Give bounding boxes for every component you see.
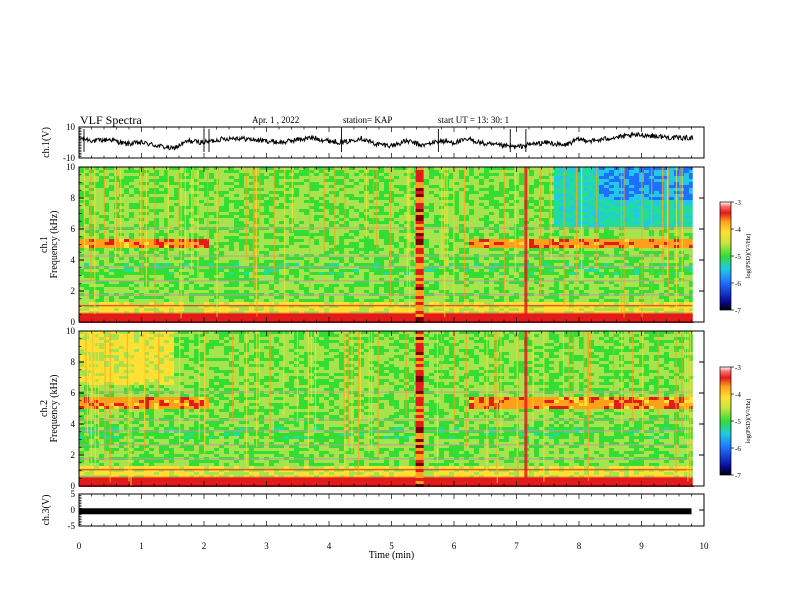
cbar1-tick-label: -7 <box>735 307 741 315</box>
xtick-label: 0 <box>77 541 82 551</box>
ch1-ytick-label: 10 <box>66 122 76 132</box>
spec1-ytick-label: 4 <box>71 255 76 265</box>
spec1-ytick-label: 2 <box>71 286 76 296</box>
xtick-label: 5 <box>389 541 394 551</box>
cbar1-tick-label: -4 <box>735 226 741 234</box>
ch1-spectrogram-panel: 10 8 6 4 2 0 ch.1 Frequency (kHz) <box>39 162 705 327</box>
cbar1-tick-label: -6 <box>735 280 741 288</box>
xtick-label: 8 <box>577 541 582 551</box>
xtick-label: 2 <box>202 541 207 551</box>
ch1-waveform-panel: 10 -10 ch.1(V) <box>41 122 705 163</box>
ch1-ylabel: ch.1(V) <box>41 127 52 158</box>
spec1-ylabel: Frequency (kHz) <box>49 210 60 278</box>
cbar1-label: log(PSD)(V²/Hz) <box>745 234 752 279</box>
ch1-ytick-label: -10 <box>63 153 75 163</box>
spec2-ytick-label: 2 <box>71 450 76 460</box>
cbar2-tick-label: -5 <box>735 418 741 426</box>
xtick-label: 1 <box>139 541 144 551</box>
xtick-label: 6 <box>452 541 457 551</box>
spec1-ytick-label: 0 <box>71 317 76 327</box>
ch3-ytick-label: -5 <box>68 521 76 531</box>
station-label: station= KAP <box>343 115 393 125</box>
ch1-waveform-line <box>78 131 694 151</box>
cbar2-gradient <box>719 366 732 476</box>
cbar2-tick-label: -4 <box>735 391 741 399</box>
cbar2-tick-label: -7 <box>735 472 741 480</box>
spec2-ytick-label: 6 <box>71 388 76 398</box>
spec1-ytick-label: 6 <box>71 224 76 234</box>
xtick-label: 4 <box>327 541 332 551</box>
chart-title: VLF Spectra <box>80 113 142 127</box>
spec2-ylabel: Frequency (kHz) <box>49 374 60 442</box>
ch2-colorbar: -3 -4 -5 -6 -7 log(PSD)(V²/Hz) <box>719 364 752 480</box>
ch1-colorbar: -3 -4 -5 -6 -7 log(PSD)(V²/Hz) <box>719 199 752 315</box>
time-axis: 0 1 2 3 4 5 6 7 8 9 10 Time (min) <box>77 541 709 561</box>
spec2-ytick-label: 4 <box>71 419 76 429</box>
x-axis-label: Time (min) <box>369 550 414 561</box>
xtick-label: 9 <box>639 541 644 551</box>
ch3-waveform-band <box>79 508 692 515</box>
cbar2-tick-label: -3 <box>735 364 741 372</box>
ch3-ytick-label: 5 <box>71 489 76 499</box>
spec1-ytick-label: 10 <box>66 162 76 172</box>
spec2-ytick-label: 0 <box>71 481 76 491</box>
cbar1-tick-label: -5 <box>735 253 741 261</box>
ch3-waveform-panel: 5 0 -5 ch.3(V) <box>41 489 705 531</box>
cbar1-tick-label: -3 <box>735 199 741 207</box>
ch3-ylabel: ch.3(V) <box>41 495 52 526</box>
spec2-ylabel-channel: ch.2 <box>39 400 50 417</box>
xtick-label: 3 <box>264 541 269 551</box>
cbar2-label: log(PSD)(V²/Hz) <box>745 399 752 444</box>
xtick-label: 10 <box>700 541 710 551</box>
ch3-ytick-label: 0 <box>71 505 76 515</box>
spec2-ytick-label: 10 <box>66 326 76 336</box>
xtick-label: 7 <box>514 541 519 551</box>
cbar1-gradient <box>719 201 732 311</box>
spec2-ytick-label: 8 <box>71 357 76 367</box>
ch2-spectrogram-panel: 10 8 6 4 2 0 ch.2 Frequency (kHz) <box>39 326 705 491</box>
spec1-ytick-label: 8 <box>71 193 76 203</box>
date-label: Apr. 1 , 2022 <box>252 115 300 125</box>
spec1-ylabel-channel: ch.1 <box>39 236 50 253</box>
start-time-label: start UT = 13: 30: 1 <box>438 115 510 125</box>
cbar2-tick-label: -6 <box>735 445 741 453</box>
